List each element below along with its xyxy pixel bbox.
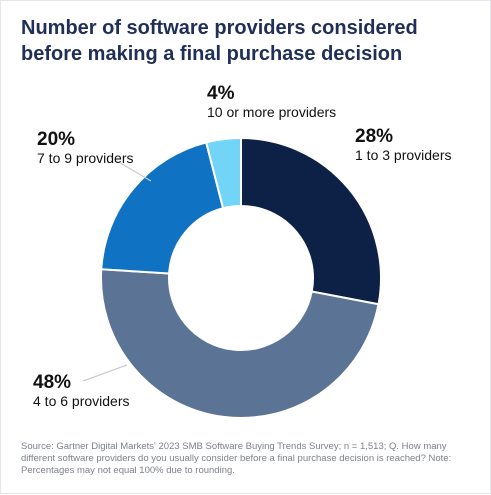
slice-2 [100,268,380,419]
category-label-2: 4 to 6 providers [33,393,130,409]
slice-3 [100,141,225,275]
leader-line-3 [116,160,152,182]
category-label-3: 7 to 9 providers [37,150,134,166]
value-label-3: 20% [37,129,75,150]
slice-4 [204,136,242,210]
slice-1 [240,136,382,306]
leader-line-2 [82,364,128,382]
chart-title: Number of software providers considered … [21,17,418,65]
value-label-1: 28% [355,126,393,147]
category-label-1: 1 to 3 providers [355,147,452,163]
value-label-4: 4% [207,83,235,104]
value-label-2: 48% [33,372,71,393]
category-label-4: 10 or more providers [207,104,336,120]
donut-slices [100,136,382,419]
leader-lines [82,160,152,382]
slice-labels: 28%1 to 3 providers 48%4 to 6 providers 20… [33,83,452,409]
source-note: Source: Gartner Digital Markets' 2023 SM… [21,441,452,476]
